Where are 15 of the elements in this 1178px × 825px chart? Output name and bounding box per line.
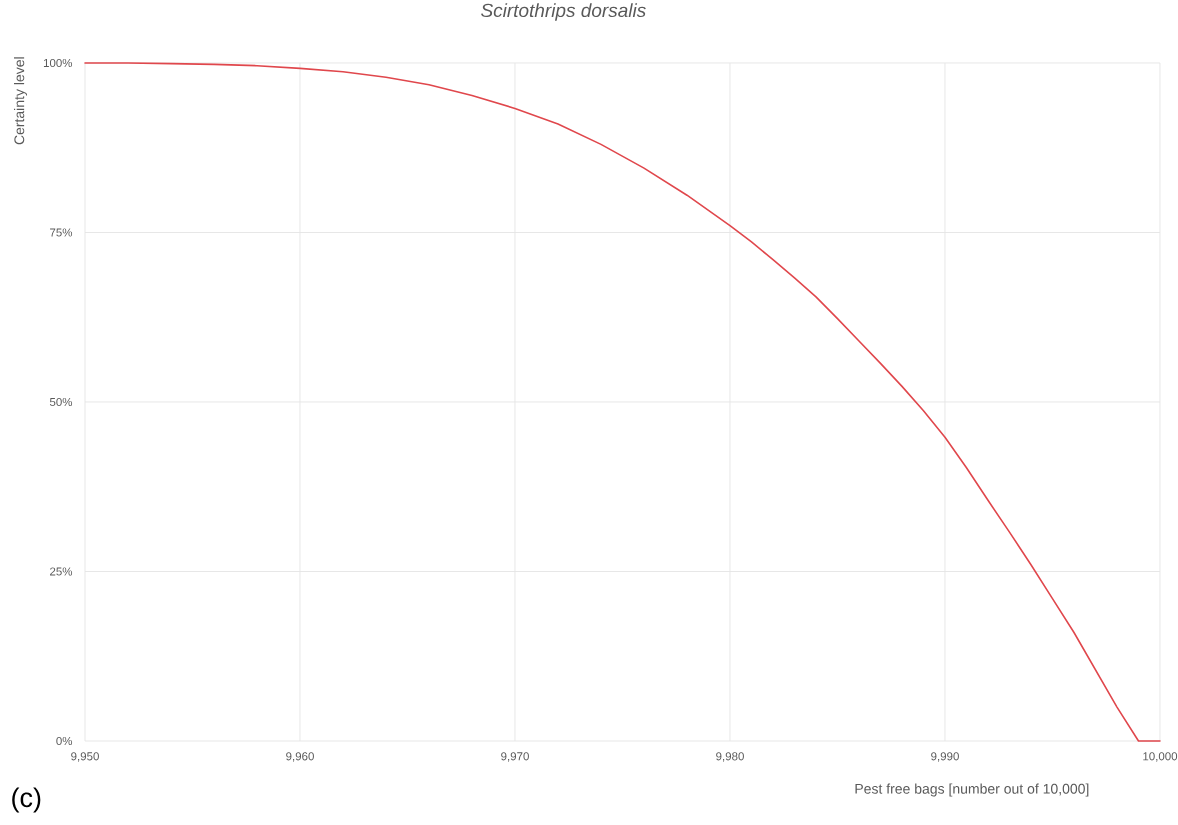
- y-tick-label: 75%: [50, 228, 73, 237]
- y-tick-label: 50%: [49, 397, 73, 407]
- y-tick-label: 100%: [43, 58, 73, 68]
- y-axis-title: Certainty level: [13, 57, 28, 145]
- x-axis-title: Pest free bags [number out of 10,000]: [855, 783, 1089, 797]
- x-tick-label: 9,970: [501, 752, 529, 762]
- x-tick-label: 9,990: [931, 752, 959, 762]
- y-tick-label: 25%: [50, 567, 73, 576]
- x-tick-label: 9,950: [71, 752, 99, 762]
- chart-title: Scirtothrips dorsalis: [481, 3, 646, 21]
- text: (c): [12, 787, 41, 813]
- x-tick-label: 9,980: [716, 752, 744, 762]
- y-tick-label: 0%: [56, 736, 73, 746]
- x-tick-label: 9,960: [286, 752, 314, 762]
- x-tick-label: 10,000: [1143, 752, 1178, 762]
